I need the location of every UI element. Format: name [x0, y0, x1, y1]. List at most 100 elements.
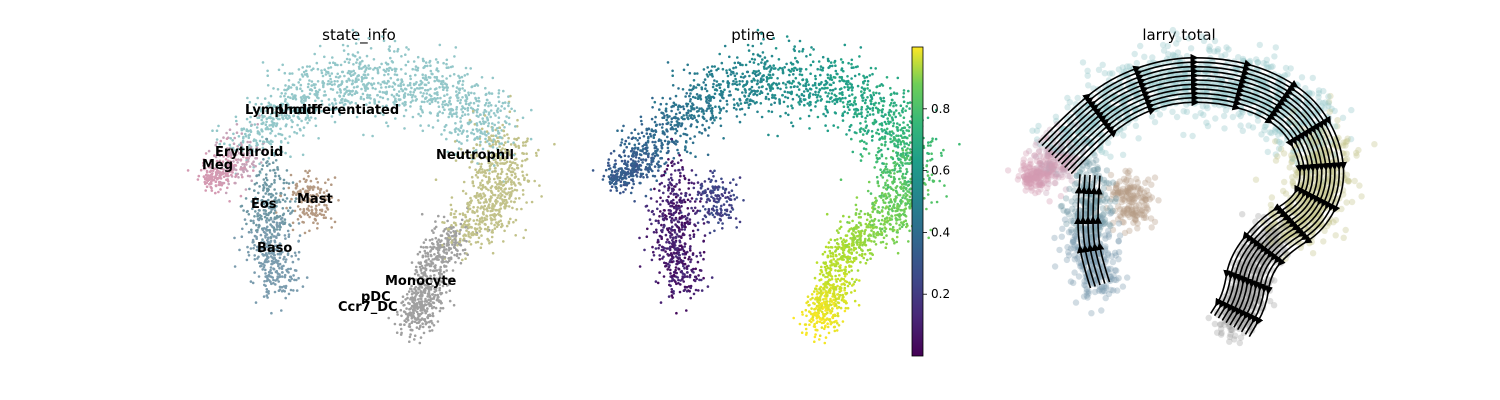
- cell-point: [354, 77, 358, 80]
- cell-point: [666, 116, 669, 119]
- cell-point: [265, 274, 269, 278]
- cell-point: [262, 183, 265, 187]
- cell-point: [445, 93, 449, 96]
- cell-point: [432, 295, 436, 299]
- cell-point: [464, 215, 468, 219]
- cell-point: [258, 162, 261, 166]
- cell-point: [425, 246, 429, 249]
- cell-point: [839, 220, 842, 223]
- cell-point: [521, 193, 525, 196]
- cell-point: [428, 314, 431, 318]
- cell-point: [738, 99, 742, 102]
- cell-point: [500, 187, 503, 190]
- cell-point: [489, 217, 493, 220]
- cell-point: [246, 140, 249, 144]
- cell-point: [423, 283, 427, 287]
- cell-point: [515, 125, 519, 128]
- cell-point: [770, 76, 773, 80]
- cell-point: [411, 308, 415, 312]
- cell-point: [449, 107, 453, 111]
- cell-point: [239, 205, 243, 208]
- cell-point: [515, 208, 519, 211]
- cell-point: [347, 61, 351, 64]
- cell-point: [302, 99, 306, 102]
- cell-point: [320, 110, 323, 113]
- cell-point: [713, 92, 717, 96]
- cell-point: [839, 306, 843, 310]
- cell-point: [406, 315, 410, 319]
- cell-point: [858, 212, 861, 216]
- cell-point: [225, 137, 229, 140]
- cell-point: [262, 295, 266, 298]
- cell-point: [509, 217, 512, 221]
- cell-point: [424, 97, 427, 100]
- cell-point: [826, 325, 830, 329]
- cell-point: [534, 151, 538, 155]
- cell-point: [439, 234, 443, 237]
- cell-point: [426, 64, 429, 68]
- cell-point: [316, 227, 319, 230]
- cell-point: [609, 189, 612, 192]
- cell-point: [243, 163, 246, 166]
- cell-point: [907, 89, 910, 93]
- cell-point: [464, 192, 468, 195]
- cell-point: [434, 279, 437, 282]
- cell-point: [447, 115, 451, 119]
- cell-point: [395, 73, 399, 77]
- cell-point: [434, 236, 438, 240]
- cell-point: [884, 207, 887, 210]
- cell-point: [302, 209, 306, 213]
- cell-point: [693, 72, 697, 75]
- cell-point: [824, 91, 827, 94]
- cell-point: [275, 116, 279, 120]
- cell-point: [655, 179, 658, 182]
- cell-point: [281, 207, 285, 210]
- cell-point: [476, 176, 480, 179]
- cell-point: [233, 265, 237, 268]
- cell-point: [759, 102, 763, 105]
- cell-point: [620, 141, 623, 144]
- cell-point: [348, 58, 352, 61]
- cell-point: [310, 80, 314, 83]
- cell-point: [845, 291, 849, 295]
- cell-point: [236, 161, 239, 164]
- cell-point: [196, 178, 200, 181]
- cell-point: [470, 225, 473, 229]
- cell-point: [486, 98, 489, 102]
- cell-point: [848, 108, 851, 111]
- cell-point: [234, 181, 237, 185]
- cell-point: [450, 241, 453, 244]
- cell-point: [276, 232, 280, 235]
- cell-point: [496, 177, 500, 180]
- cell-point: [707, 134, 710, 137]
- cell-point: [399, 84, 403, 88]
- cell-point: [442, 270, 446, 274]
- cell-point: [822, 298, 825, 301]
- cell-point: [387, 80, 390, 83]
- cell-point: [454, 46, 458, 49]
- cluster-label: Baso: [257, 241, 292, 256]
- cell-point: [429, 297, 433, 301]
- cell-point: [862, 96, 865, 99]
- cell-point: [331, 56, 334, 59]
- cell-point: [363, 85, 367, 88]
- cell-point: [890, 92, 893, 96]
- cell-point: [498, 156, 501, 160]
- cell-point: [388, 66, 391, 70]
- cell-point: [274, 283, 277, 286]
- cell-point: [266, 84, 270, 87]
- cell-point: [307, 82, 310, 86]
- cell-point: [744, 63, 748, 67]
- cell-point: [242, 136, 245, 140]
- cell-point: [679, 124, 683, 128]
- cell-point: [297, 222, 301, 225]
- cell-point: [478, 144, 482, 147]
- cell-point: [674, 132, 677, 135]
- cell-point: [256, 131, 260, 135]
- cell-point: [701, 123, 704, 127]
- cell-point: [481, 117, 485, 120]
- cell-point: [343, 60, 347, 64]
- panel-title-ptime: ptime: [731, 26, 774, 44]
- cell-point: [507, 95, 510, 98]
- cell-point: [812, 301, 815, 305]
